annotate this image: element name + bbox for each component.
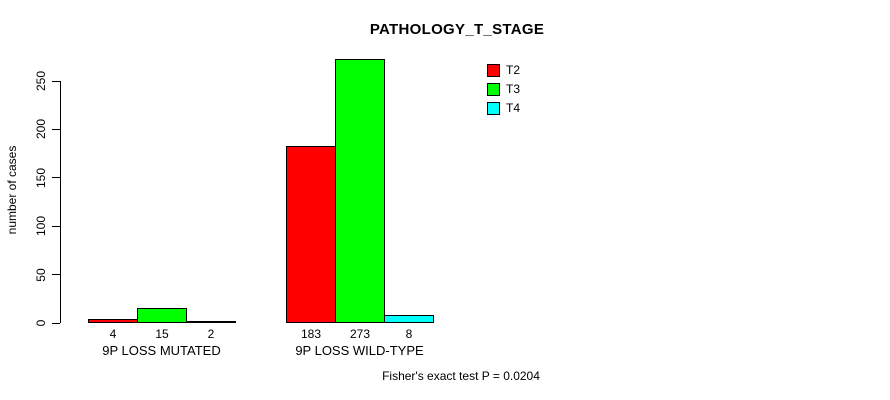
category-label: 9P LOSS MUTATED [102,343,221,358]
y-axis-tick-label: 50 [34,267,48,282]
stat-test-annotation: Fisher's exact test P = 0.0204 [382,369,540,383]
bar-value-label: 15 [155,327,169,341]
bar-value-label: 4 [109,327,117,341]
bar-t2-group2 [286,146,336,323]
y-axis-tick [52,322,60,324]
legend-item-t2: T2 [487,64,520,77]
bar-t4-group1 [186,321,236,323]
bar-t3-group1 [137,308,187,323]
legend-item-t3: T3 [487,83,520,96]
legend-swatch-t2 [487,64,500,77]
bar-value-label: 8 [405,327,413,341]
y-axis-tick [52,274,60,276]
bar-t4-group2 [384,315,434,323]
y-axis-tick [52,177,60,179]
legend-label-t4: T4 [506,101,521,115]
bar-t3-group2 [335,59,385,323]
bar-t2-group1 [88,319,138,323]
legend-label-t2: T2 [506,63,521,77]
y-axis-tick-label: 0 [34,319,48,327]
legend-swatch-t4 [487,102,500,115]
y-axis-tick-label: 100 [34,216,48,237]
bar-value-label: 273 [349,327,371,341]
legend: T2 T3 T4 [487,64,520,121]
y-axis-tick [52,80,60,82]
bar-value-label: 2 [207,327,215,341]
y-axis-tick-label: 250 [34,70,48,92]
chart-title: PATHOLOGY_T_STAGE [369,21,545,38]
legend-swatch-t3 [487,83,500,96]
category-label: 9P LOSS WILD-TYPE [295,343,424,358]
y-axis-tick-label: 200 [34,119,48,140]
legend-label-t3: T3 [506,82,521,96]
y-axis-line [60,81,61,323]
y-axis-tick [52,225,60,227]
y-axis-title: number of cases [5,145,19,235]
y-axis-tick-label: 150 [34,167,48,188]
legend-item-t4: T4 [487,102,520,115]
y-axis-tick [52,128,60,130]
bar-value-label: 183 [300,327,322,341]
